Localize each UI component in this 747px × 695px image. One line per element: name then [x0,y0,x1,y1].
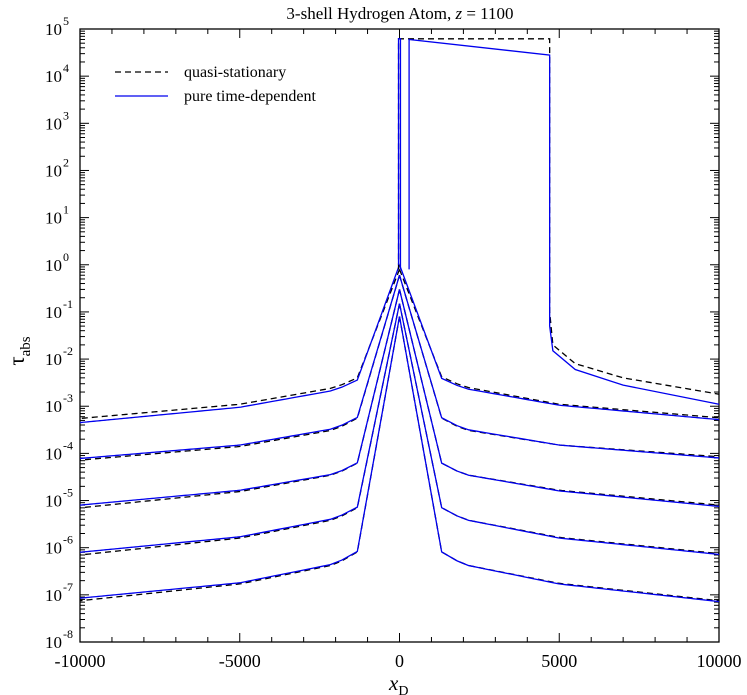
y-tick-label: 10 [45,350,62,369]
y-tick-label: 10 [45,256,62,275]
y-tick-label: 10 [45,67,62,86]
pure-time-dependent-line [79,289,720,508]
y-tick-label: 10 [45,397,62,416]
y-tick-exponent: 3 [63,108,69,122]
y-tick-label: 10 [45,303,62,322]
y-tick-exponent: -6 [63,533,73,547]
y-tick-exponent: 4 [63,61,69,75]
y-tick-label: 10 [45,114,62,133]
y-tick-exponent: -4 [63,438,73,452]
legend-label-quasi-stationary: quasi-stationary [184,64,286,81]
y-tick-exponent: 0 [63,250,69,264]
y-tick-label: 10 [45,161,62,180]
y-tick-label: 10 [45,492,62,511]
x-tick-label: 0 [395,651,404,671]
quasi-stationary-line [79,316,720,602]
x-tick-label: 10000 [697,651,742,671]
x-tick-label: 5000 [541,651,577,671]
y-tick-exponent: -1 [63,297,73,311]
y-tick-exponent: 2 [63,155,69,169]
pure-time-dependent-line [408,38,720,405]
pure-time-dependent-line [397,38,402,270]
y-tick-exponent: 1 [63,203,69,217]
y-tick-exponent: -5 [63,486,73,500]
y-tick-label: 10 [45,633,62,652]
legend: quasi-stationary pure time-dependent [115,64,317,105]
y-tick-exponent: -7 [63,580,73,594]
y-axis-label: τabs [4,336,34,365]
x-tick-label: -5000 [219,651,261,671]
plot-frame [79,28,720,643]
y-tick-label: 10 [45,20,62,39]
y-tick-label: 10 [45,209,62,228]
y-tick-label: 10 [45,539,62,558]
x-axis-label: xD [388,671,408,695]
x-axis-ticks: -10000 -5000 0 5000 10000 [55,29,742,671]
pure-time-dependent-line [79,316,720,603]
quasi-stationary-line [79,269,720,420]
y-tick-label: 10 [45,444,62,463]
y-tick-exponent: -2 [63,344,73,358]
pure-time-dependent-line [79,264,720,424]
pure-time-dependent-line [79,303,720,556]
x-tick-label: -10000 [55,651,106,671]
y-tick-exponent: 5 [63,14,69,28]
quasi-stationary-line [397,38,720,395]
quasi-stationary-line [79,303,720,556]
legend-label-pure-time-dependent: pure time-dependent [184,88,317,105]
y-tick-exponent: -8 [63,627,73,641]
pure-time-dependent-line [79,275,720,460]
quasi-stationary-line [79,289,720,509]
y-tick-label: 10 [45,586,62,605]
quasi-stationary-line [79,275,720,461]
y-tick-exponent: -3 [63,391,73,405]
chart-title: 3-shell Hydrogen Atom, z = 1100 [286,4,513,23]
curves [79,38,720,603]
